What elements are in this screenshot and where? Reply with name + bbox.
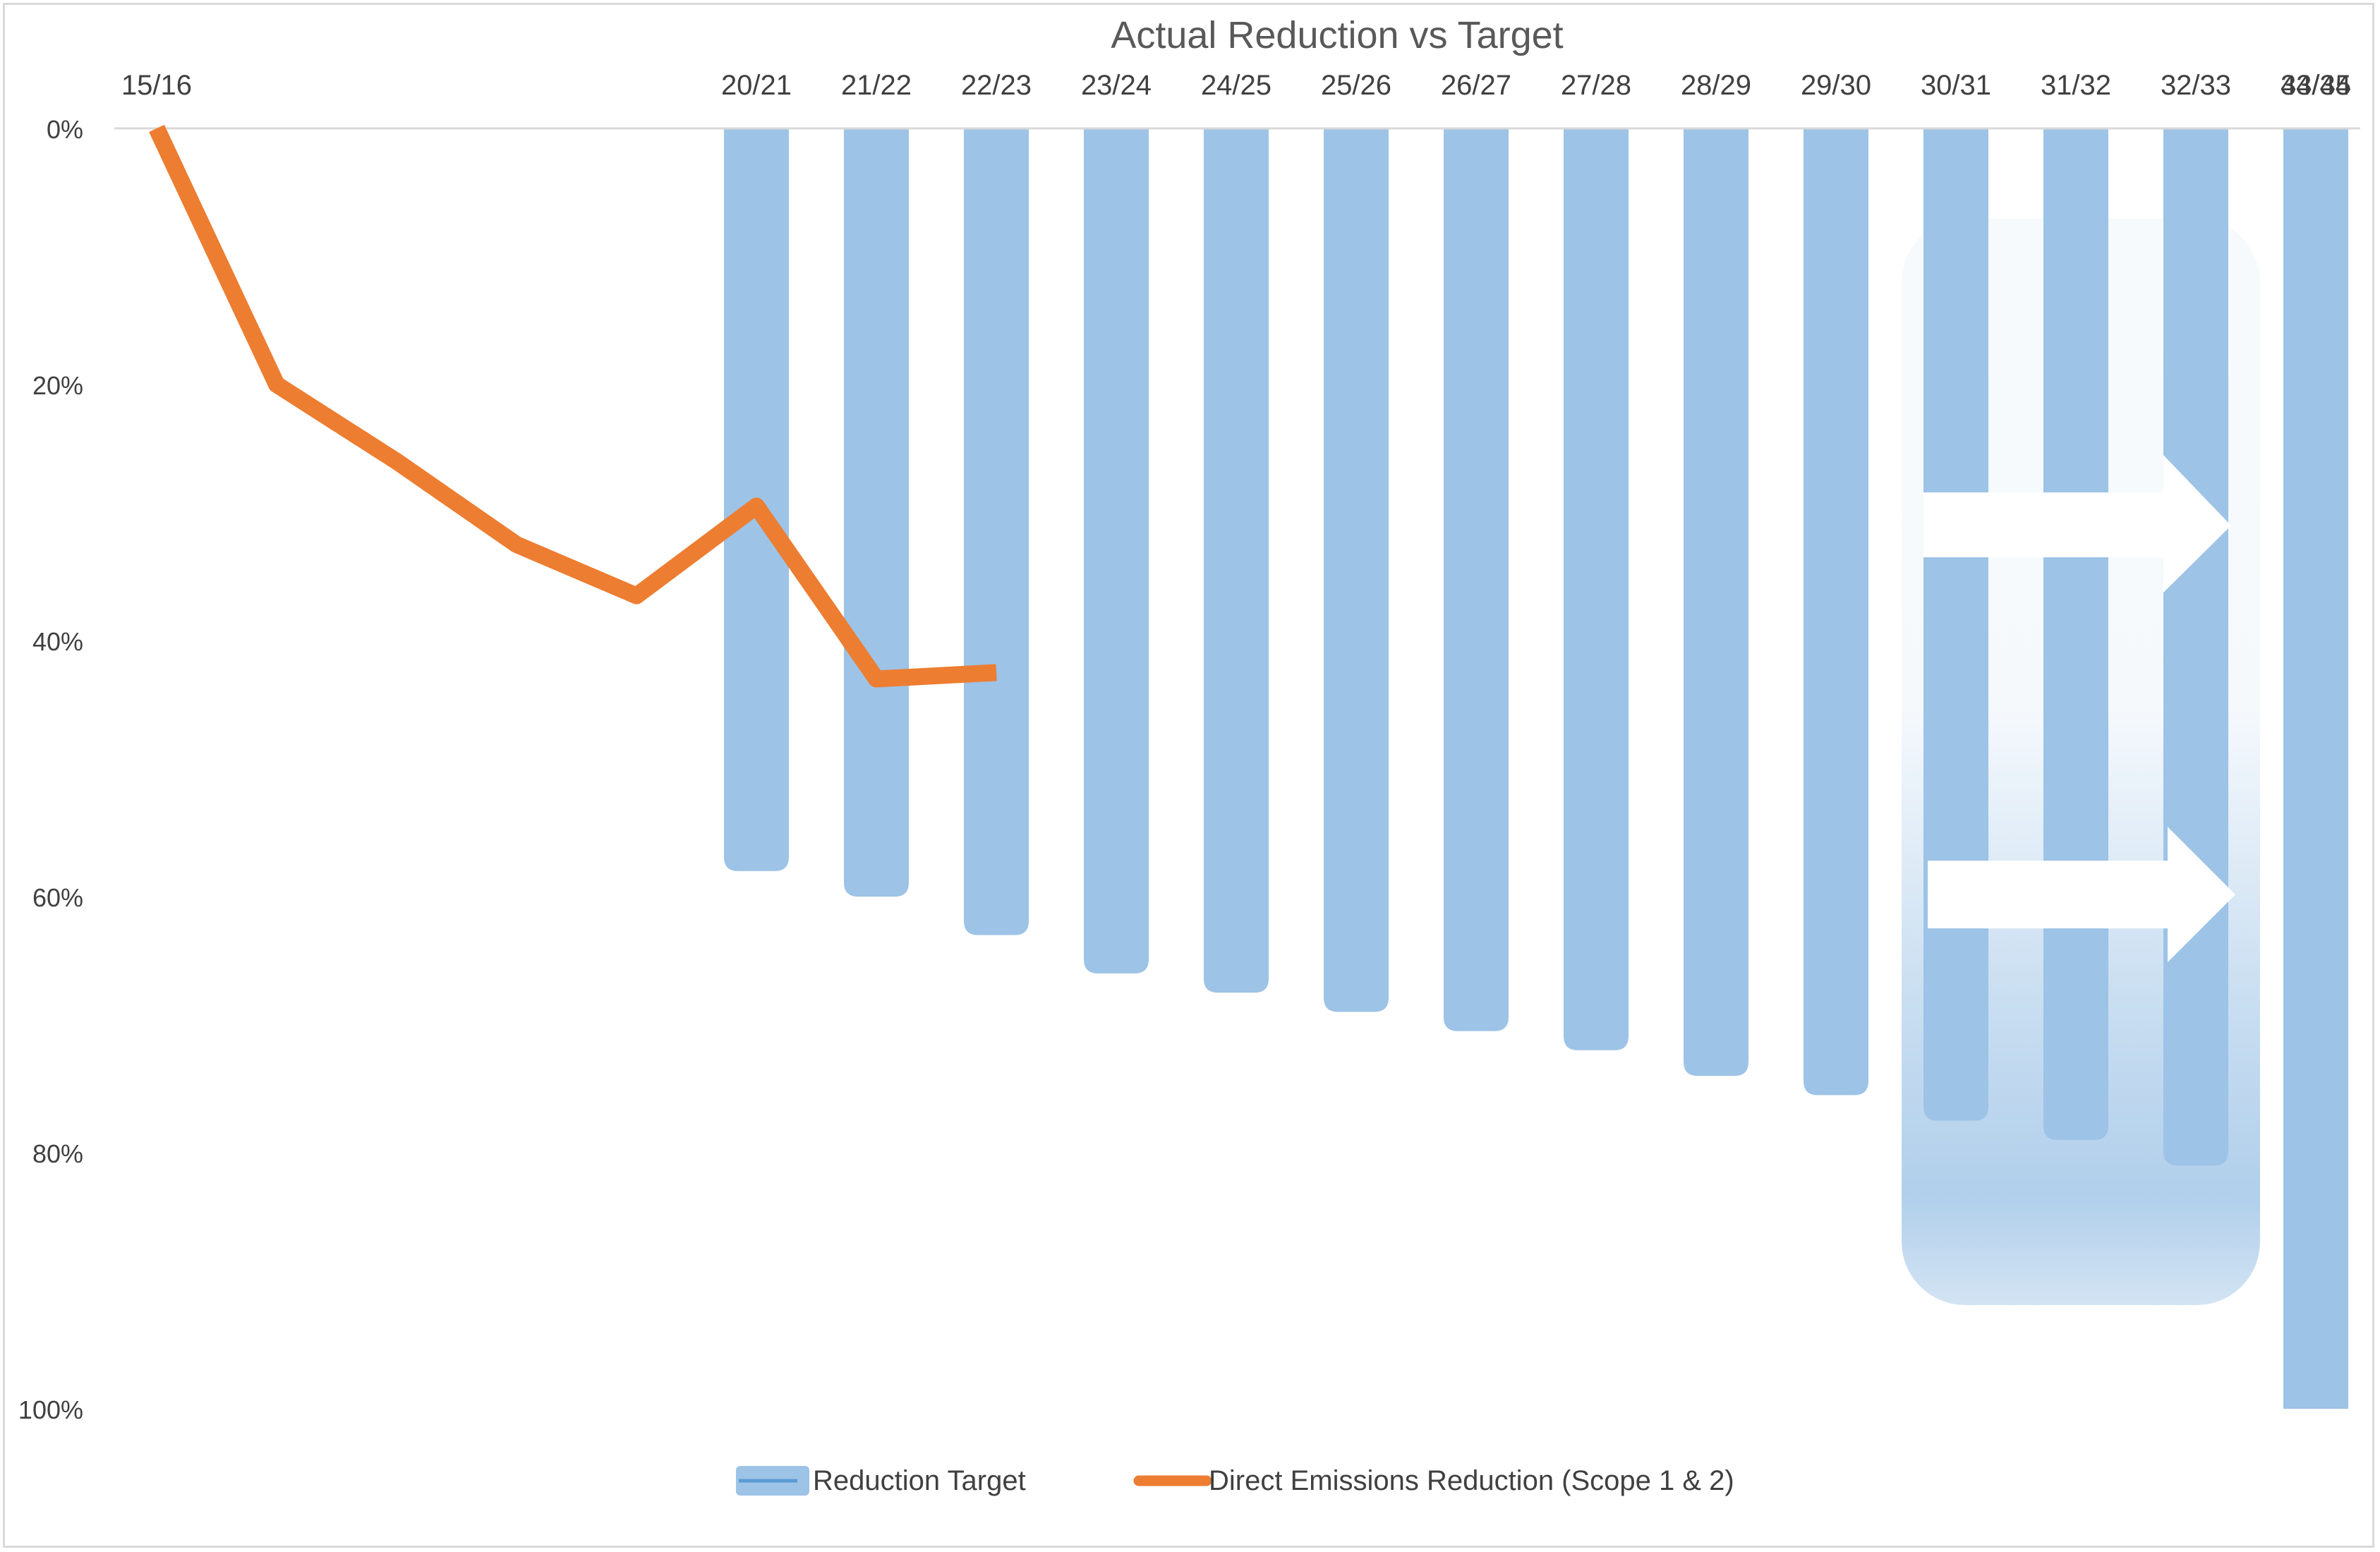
y-tick-label: 0% xyxy=(47,115,83,144)
x-tick-label: 28/29 xyxy=(1681,70,1751,101)
bar-23-24 xyxy=(1084,128,1149,974)
x-tick-label: 21/22 xyxy=(841,70,912,101)
x-tick-label: 22/23 xyxy=(961,70,1032,101)
bar-25-26 xyxy=(1324,128,1389,1012)
y-tick-labels: 0% 20% 40% 60% 80% 100% xyxy=(18,115,83,1424)
x-tick-label: 31/32 xyxy=(2041,70,2111,101)
y-tick-label: 40% xyxy=(32,627,83,656)
y-tick-label: 60% xyxy=(32,883,83,912)
y-tick-label: 80% xyxy=(32,1139,83,1168)
x-tick-label: 44/45 xyxy=(2281,70,2351,101)
bar-26-27 xyxy=(1444,128,1509,1031)
legend-item-reduction-target: Reduction Target xyxy=(736,1465,1026,1496)
legend-label: Direct Emissions Reduction (Scope 1 & 2) xyxy=(1209,1465,1734,1496)
legend-label: Reduction Target xyxy=(813,1465,1026,1496)
x-tick-label: 33/34 xyxy=(2281,70,2351,101)
bar-21-22 xyxy=(844,128,909,897)
bar-22-23 xyxy=(964,128,1029,935)
arrow-right-icon xyxy=(1923,455,2231,593)
x-tick-label: 24/25 xyxy=(1201,70,1271,101)
chart-title: Actual Reduction vs Target xyxy=(1111,14,1563,56)
line-direct-emissions-reduction xyxy=(149,124,997,688)
x-tick-label: 32/33 xyxy=(2161,70,2231,101)
arrow-right-icon xyxy=(1928,827,2235,962)
bar-29-30 xyxy=(1804,128,1868,1096)
x-tick-label: 23/24 xyxy=(1081,70,1152,101)
line-point xyxy=(636,595,637,596)
y-tick-label: 100% xyxy=(18,1395,83,1424)
bar-27-28 xyxy=(1564,128,1629,1050)
x-tick-label: 27/28 xyxy=(1561,70,1631,101)
x-tick-label: 20/21 xyxy=(721,70,792,101)
bar-28-29 xyxy=(1684,128,1748,1077)
x-tick-label: 30/31 xyxy=(1921,70,1991,101)
x-tick-label: 25/26 xyxy=(1321,70,1391,101)
legend: Reduction Target Direct Emissions Reduct… xyxy=(736,1465,1734,1496)
x-tick-label: 29/30 xyxy=(1801,70,1871,101)
bar-44-45 xyxy=(2283,128,2348,1409)
line-layer xyxy=(149,124,997,688)
line-point xyxy=(996,672,997,673)
x-tick-labels: 15/16 20/21 21/22 22/23 23/24 24/25 25/26 26/27… xyxy=(121,70,2351,101)
chart-border xyxy=(3,3,2374,1548)
x-tick-label: 26/27 xyxy=(1441,70,1511,101)
legend-item-direct-emissions: Direct Emissions Reduction (Scope 1 & 2) xyxy=(1133,1465,1734,1496)
gap-panel-background xyxy=(1902,219,2260,1305)
y-tick-label: 20% xyxy=(32,371,83,400)
x-tick-label: 15/16 xyxy=(121,70,192,101)
line-point xyxy=(756,505,757,507)
bar-24-25 xyxy=(1204,128,1269,993)
gap-panel xyxy=(1902,219,2260,1305)
